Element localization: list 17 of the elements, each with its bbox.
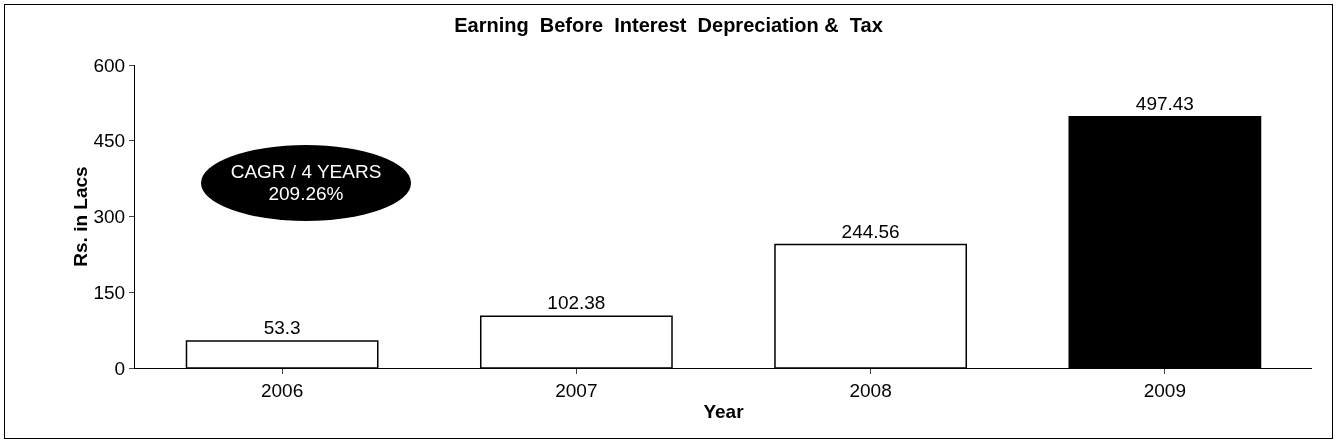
- x-tick-label: 2008: [849, 379, 892, 401]
- data-label: 102.38: [547, 292, 606, 314]
- ellipse-callout: CAGR / 4 YEARS 209.26%: [201, 145, 411, 221]
- y-tick-label: 0: [114, 357, 126, 379]
- data-label: 53.3: [263, 317, 301, 339]
- y-tick-label: 300: [93, 206, 126, 228]
- data-label: 244.56: [841, 220, 900, 242]
- y-axis-title: Rs. in Lacs: [70, 166, 91, 267]
- x-tick-label: 2006: [260, 379, 304, 401]
- x-tick-label: 2007: [555, 379, 598, 401]
- y-tick-label: 600: [93, 54, 126, 76]
- y-tick-label: 150: [93, 281, 126, 303]
- data-label: 497.43: [1135, 92, 1194, 114]
- x-tick-label: 2009: [1143, 379, 1187, 401]
- chart-title: Earning Before Interest Depreciation & Tax: [454, 13, 883, 36]
- x-axis-title: Year: [703, 400, 745, 422]
- y-tick-label: 450: [93, 130, 126, 152]
